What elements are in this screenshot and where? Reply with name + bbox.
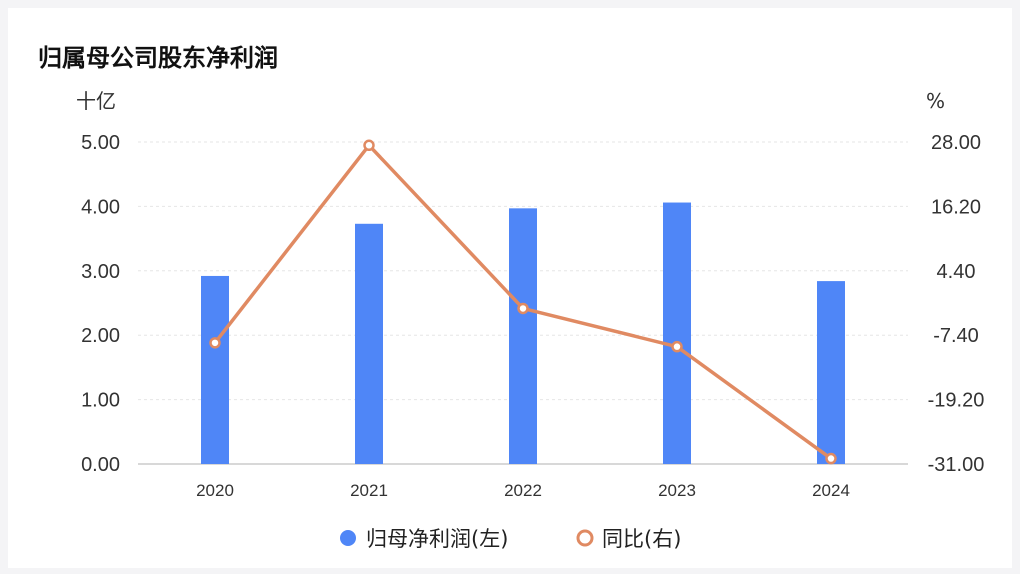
left-tick-label: 0.00	[81, 454, 120, 476]
right-tick-label: 16.20	[931, 196, 981, 218]
right-tick-label: 28.00	[931, 132, 981, 154]
bar[interactable]	[663, 202, 691, 464]
bar[interactable]	[509, 208, 537, 464]
line-point[interactable]	[363, 139, 375, 152]
left-tick-label: 5.00	[81, 132, 120, 154]
legend-item-bar[interactable]: 归母净利润(左)	[340, 527, 508, 551]
right-tick-label: -7.40	[933, 325, 979, 347]
legend: 归母净利润(左) 同比(右)	[340, 527, 681, 551]
legend-line-label: 同比(右)	[602, 527, 681, 551]
x-tick-label: 2024	[812, 481, 850, 500]
legend-line-swatch	[576, 529, 594, 547]
x-tick-label: 2021	[350, 481, 388, 500]
left-tick-label: 2.00	[81, 325, 120, 347]
line-point[interactable]	[517, 302, 529, 315]
left-tick-label: 1.00	[81, 390, 120, 412]
line-point[interactable]	[209, 337, 221, 349]
bar[interactable]	[817, 281, 845, 464]
right-axis-ticks: -31.00 -19.20 -7.40 4.40 16.20 28.00	[928, 132, 985, 476]
x-tick-label: 2020	[196, 481, 234, 500]
right-tick-label: -19.20	[928, 390, 985, 412]
bar-series	[201, 202, 845, 464]
x-tick-label: 2023	[658, 481, 696, 500]
left-tick-label: 4.00	[81, 196, 120, 218]
right-tick-label: -31.00	[928, 454, 985, 476]
bar[interactable]	[355, 223, 383, 464]
legend-bar-label: 归母净利润(左)	[366, 527, 508, 551]
bar[interactable]	[201, 275, 229, 464]
left-tick-label: 3.00	[81, 261, 120, 283]
legend-bar-swatch	[340, 530, 356, 546]
right-tick-label: 4.40	[937, 261, 976, 283]
line-point[interactable]	[825, 452, 837, 465]
chart-canvas: 十亿 % 0.00 1.00 2.00 3.00 4.00 5.00 -31.00 -19.…	[76, 89, 985, 551]
left-axis-unit: 十亿	[76, 89, 116, 113]
line-point[interactable]	[671, 340, 683, 353]
chart-title: 归属母公司股东净利润	[38, 44, 278, 72]
right-axis-unit: %	[926, 89, 945, 113]
chart-card: 归属母公司股东净利润 十亿 % 0.00 1.00 2.00 3.00 4.00 5.00…	[8, 8, 1012, 568]
legend-item-line[interactable]: 同比(右)	[576, 527, 681, 551]
line-series	[209, 139, 837, 465]
x-tick-label: 2022	[504, 481, 542, 500]
left-axis-ticks: 0.00 1.00 2.00 3.00 4.00 5.00	[81, 132, 120, 476]
x-axis-ticks: 2020 2021 2022 2023 2024	[196, 481, 850, 500]
